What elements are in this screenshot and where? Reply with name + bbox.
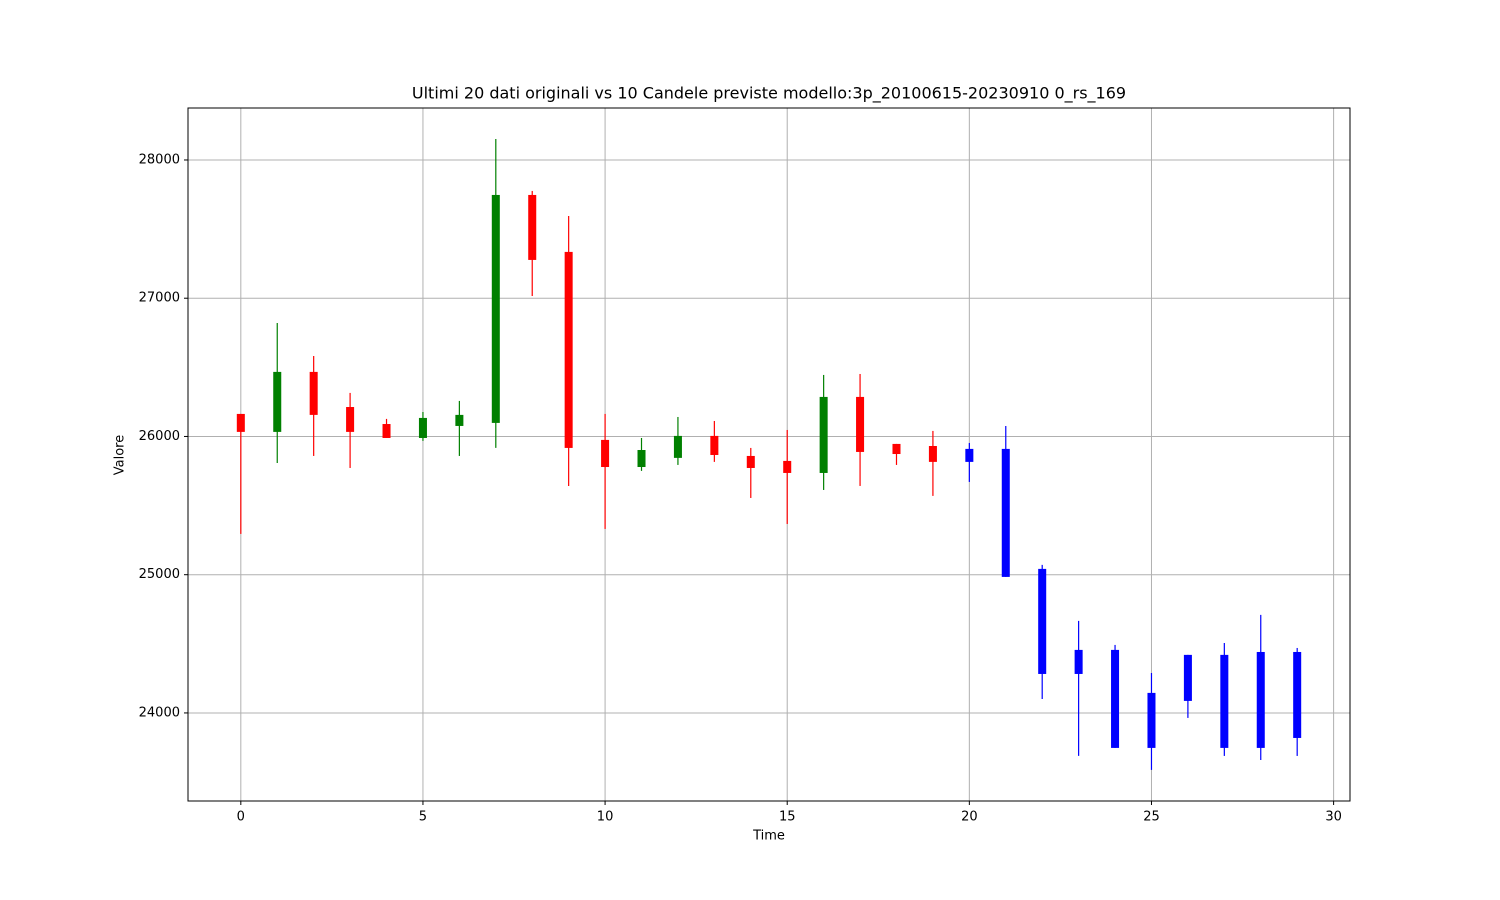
chart-title: Ultimi 20 dati originali vs 10 Candele p… — [412, 84, 1126, 104]
plot: 0 5 10 15 20 25 30 24000 25000 26000 27000 28000 — [139, 108, 1350, 825]
candle-body — [1111, 649, 1120, 748]
x-tick-label: 5 — [419, 810, 427, 825]
candle-body — [491, 194, 500, 423]
candle-body — [1293, 651, 1302, 738]
candle-body — [856, 396, 865, 452]
candle-body — [892, 443, 901, 455]
candle-body — [746, 455, 755, 468]
x-tick-label: 10 — [597, 810, 614, 825]
y-tick-label: 26000 — [139, 429, 180, 444]
candle-body — [710, 435, 719, 455]
candle-body — [819, 396, 828, 473]
y-axis-label: Valore — [113, 435, 128, 475]
x-tick-label: 20 — [961, 810, 978, 825]
candle-body — [455, 414, 464, 426]
candle-body — [382, 424, 391, 438]
candle-body — [928, 445, 937, 462]
candle-body — [783, 460, 792, 473]
y-tick-label: 25000 — [139, 567, 180, 582]
x-tick-label: 25 — [1143, 810, 1160, 825]
candle-body — [637, 450, 646, 468]
candle-body — [1183, 654, 1192, 701]
candle-body — [601, 439, 610, 468]
x-tick-label: 30 — [1325, 810, 1342, 825]
candle-body — [236, 413, 245, 432]
x-axis-label: Time — [752, 829, 785, 844]
y-tick-label: 24000 — [139, 705, 180, 720]
candle-body — [273, 371, 282, 432]
candle-body — [309, 371, 318, 415]
candle-body — [418, 417, 427, 438]
y-tick-label: 27000 — [139, 291, 180, 306]
plot-frame — [187, 107, 1351, 802]
candle-body — [965, 448, 974, 462]
candle-body — [673, 435, 682, 458]
candle-body — [1074, 649, 1083, 674]
x-tick-label: 0 — [237, 810, 245, 825]
candle-body — [564, 251, 573, 448]
x-tick-label: 15 — [779, 810, 796, 825]
y-tick-label: 28000 — [139, 152, 180, 167]
candle-body — [528, 194, 537, 260]
candle-body — [1256, 651, 1265, 748]
candle-body — [346, 407, 355, 432]
candle-body — [1001, 448, 1010, 577]
candle-body — [1038, 568, 1047, 674]
candle-body — [1147, 692, 1156, 748]
candle-body — [1220, 654, 1229, 748]
